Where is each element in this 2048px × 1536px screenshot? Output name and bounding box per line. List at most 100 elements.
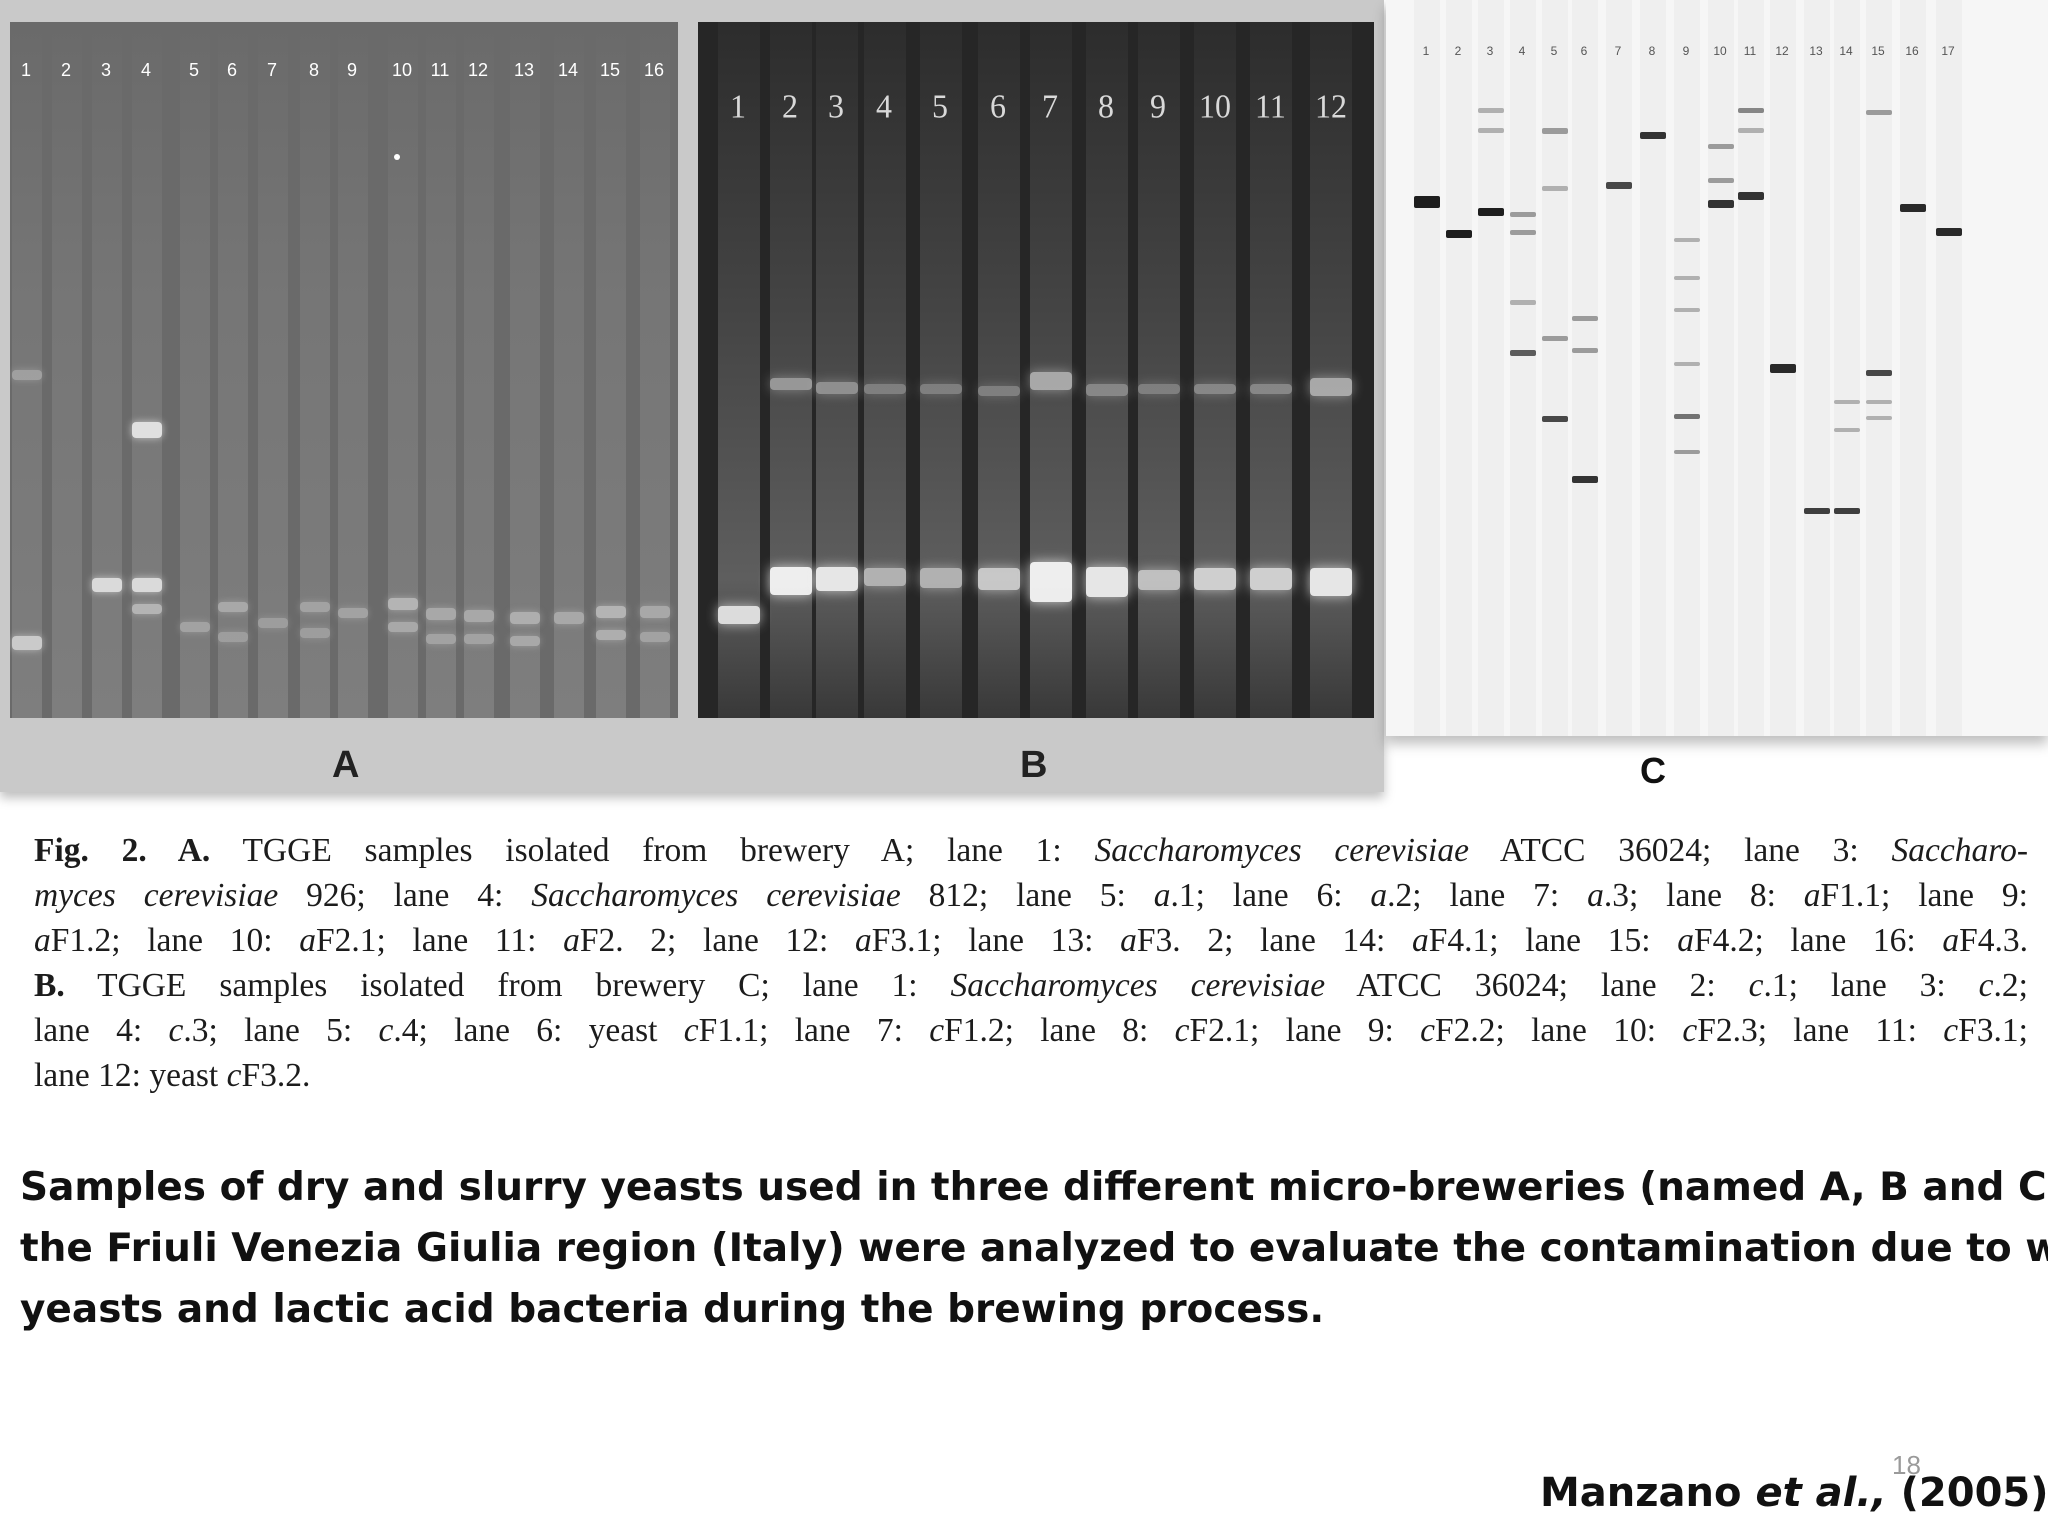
caption-text: c — [1943, 1012, 1959, 1049]
gel-band — [920, 384, 962, 394]
gel-band — [1542, 186, 1568, 191]
gel-band — [1086, 567, 1128, 597]
gel-band — [978, 386, 1020, 396]
gel-band — [426, 608, 456, 620]
gel-band — [1866, 370, 1892, 376]
gel-band — [1834, 428, 1860, 432]
gel-band — [464, 610, 494, 622]
caption-text: a — [1587, 877, 1604, 914]
gel-lane — [1310, 22, 1352, 718]
gel-band — [1510, 230, 1536, 235]
gel-band — [1572, 316, 1598, 321]
gel-band — [510, 612, 540, 624]
lane-number: 10 — [391, 60, 413, 80]
gel-band — [1310, 568, 1352, 596]
caption-text: TGGE samples isolated from brewery A; la… — [210, 832, 1095, 869]
caption-text: 926; lane 4: — [278, 877, 532, 914]
caption-text: c — [1978, 967, 1994, 1004]
gel-band — [388, 598, 418, 610]
lane-number: 3 — [100, 60, 111, 80]
gel-lane — [12, 22, 42, 718]
caption-text: c — [1748, 967, 1764, 1004]
gel-band — [1194, 568, 1236, 590]
caption-text: Saccharomyces cerevisiae — [531, 877, 901, 914]
gel-lane — [464, 22, 494, 718]
caption-text: F3. 2; lane 14: — [1136, 922, 1412, 959]
gel-band — [1138, 570, 1180, 590]
gel-band — [218, 632, 248, 642]
gel-lane — [1414, 0, 1440, 736]
caption-text: a — [1412, 922, 1429, 959]
lane-number: 4 — [140, 60, 151, 80]
gel-band — [1866, 416, 1892, 420]
gel-band — [300, 628, 330, 638]
lane-number: 11 — [1255, 87, 1286, 125]
gel-band — [1446, 230, 1472, 238]
gel-band — [1674, 362, 1700, 366]
gel-band — [426, 634, 456, 644]
caption-text: c — [929, 1012, 945, 1049]
caption-text: F1.1; lane 9: — [1820, 877, 2028, 914]
gel-lane — [640, 22, 670, 718]
gel-lane — [1606, 0, 1632, 736]
citation-author: Manzano — [1540, 1470, 1756, 1516]
gel-band — [1572, 476, 1598, 483]
lane-number: 5 — [188, 60, 199, 80]
caption-text: .3; lane 5: — [183, 1012, 379, 1049]
lane-number: 12 — [467, 60, 489, 80]
panel-label-b: B — [1020, 744, 1048, 786]
gel-lane — [718, 22, 760, 718]
gel-band — [338, 608, 368, 618]
caption-text: a — [34, 922, 51, 959]
gel-band — [1478, 108, 1504, 113]
caption-text: Saccharo- — [1891, 832, 2028, 869]
lane-number: 15 — [599, 60, 621, 80]
figure-panel-c: 1 2 3 4 5 6 7 8 9 10 11 12 13 14 15 16 17 — [1386, 0, 2048, 736]
gel-band — [1866, 400, 1892, 404]
gel-lane — [510, 22, 540, 718]
gel-lane — [426, 22, 456, 718]
gel-band — [978, 568, 1020, 590]
caption-text: TGGE samples isolated from brewery C; la… — [64, 967, 951, 1004]
gel-band — [1674, 308, 1700, 312]
gel-band — [864, 568, 906, 586]
gel-image-c: 1 2 3 4 5 6 7 8 9 10 11 12 13 14 15 16 17 — [1386, 0, 2048, 736]
gel-lane — [132, 22, 162, 718]
caption-text: B. — [34, 967, 65, 1004]
gel-band — [596, 630, 626, 640]
summary-line: Samples of dry and slurry yeasts used in… — [20, 1165, 2048, 1210]
lane-number: 8 — [308, 60, 319, 80]
lane-number: 9 — [1682, 44, 1690, 58]
gel-lane — [180, 22, 210, 718]
gel-band — [718, 606, 760, 624]
gel-band — [1708, 144, 1734, 149]
gel-lane — [1900, 0, 1926, 736]
gel-band — [132, 604, 162, 614]
gel-band — [464, 634, 494, 644]
caption-line: lane 12: yeast cF3.2. — [34, 1053, 2028, 1098]
gel-band — [300, 602, 330, 612]
lane-number: 4 — [1518, 44, 1526, 58]
gel-band — [1708, 178, 1734, 183]
caption-text: .2; lane 7: — [1387, 877, 1588, 914]
caption-text: c — [1174, 1012, 1190, 1049]
gel-lane — [554, 22, 584, 718]
gel-band — [12, 370, 42, 380]
lane-number: 15 — [1871, 44, 1885, 58]
gel-band — [218, 602, 248, 612]
panel-label-a: A — [332, 744, 360, 786]
gel-band — [1542, 416, 1568, 422]
lane-number: 3 — [828, 87, 844, 125]
caption-text: 812; lane 5: — [900, 877, 1154, 914]
page-number: 18 — [1892, 1450, 1921, 1480]
gel-band — [640, 606, 670, 618]
gel-band — [1674, 414, 1700, 419]
gel-band — [1770, 364, 1796, 373]
gel-lane — [1804, 0, 1830, 736]
gel-band — [1606, 182, 1632, 189]
caption-text: c — [1682, 1012, 1698, 1049]
caption-text: c — [378, 1012, 394, 1049]
lane-number: 6 — [990, 87, 1006, 125]
gel-band — [1738, 108, 1764, 113]
gel-band — [640, 632, 670, 642]
